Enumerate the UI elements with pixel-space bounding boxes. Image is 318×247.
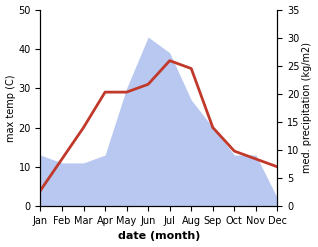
X-axis label: date (month): date (month) [118,231,200,242]
Y-axis label: med. precipitation (kg/m2): med. precipitation (kg/m2) [302,42,313,173]
Y-axis label: max temp (C): max temp (C) [5,74,16,142]
